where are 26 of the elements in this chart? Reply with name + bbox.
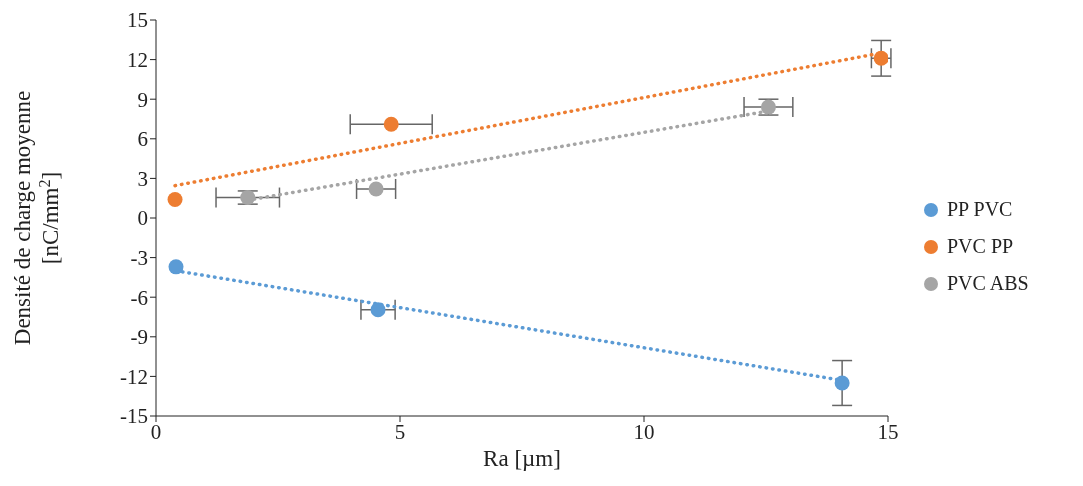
point xyxy=(368,181,384,197)
point xyxy=(168,259,184,275)
x-tick-label: 10 xyxy=(633,419,655,444)
y-tick-label: 12 xyxy=(127,48,148,73)
y-tick-label: 6 xyxy=(137,127,148,152)
point xyxy=(834,375,850,391)
y-tick-label: -15 xyxy=(120,404,148,429)
y-tick-label: -6 xyxy=(130,285,148,310)
point xyxy=(167,192,183,208)
y-tick-label: -12 xyxy=(120,364,148,389)
y-tick-label: -9 xyxy=(130,325,148,350)
point xyxy=(760,99,776,115)
y-tick-label: 15 xyxy=(127,8,148,33)
legend-label: PVC PP xyxy=(947,235,1014,258)
legend-label: PVC ABS xyxy=(947,272,1029,295)
y-tick-label: -3 xyxy=(130,246,148,271)
point xyxy=(370,302,386,318)
legend-label: PP PVC xyxy=(947,198,1013,221)
point xyxy=(240,190,256,206)
point xyxy=(383,116,399,132)
y-tick-label: 0 xyxy=(137,206,148,231)
y-tick-label: 3 xyxy=(137,166,148,191)
y-tick-label: 9 xyxy=(137,87,148,112)
x-tick-label: 5 xyxy=(394,419,406,444)
x-tick-label: 15 xyxy=(877,419,899,444)
x-axis-title: Ra [µm] xyxy=(483,446,561,471)
